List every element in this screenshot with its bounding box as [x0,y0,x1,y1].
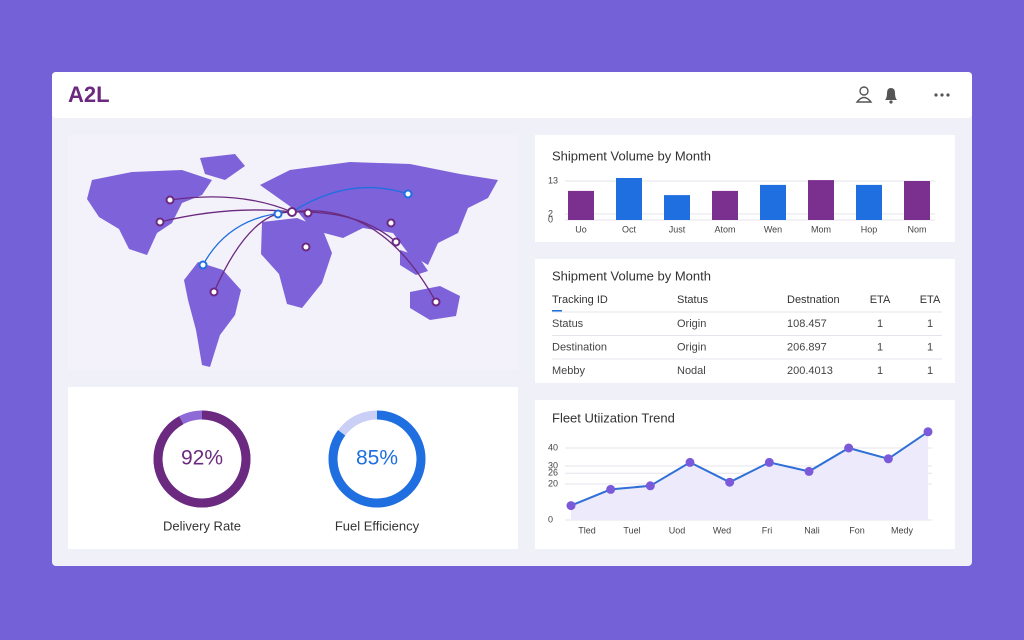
table-cell: Nodal [677,365,706,377]
donut-label: Fuel Efficiency [335,518,420,533]
bar [712,190,738,220]
point [844,443,854,453]
x-tick-label: Oct [622,224,637,234]
table-panel [535,259,955,383]
bar [808,180,834,220]
y-tick-label: 40 [548,442,558,452]
table-header: Destnation [787,294,840,306]
kpi-panel [68,387,518,549]
area [571,431,928,520]
table-cell: Mebby [552,365,586,377]
user-icon[interactable] [855,86,873,103]
header [52,72,972,118]
point [606,484,616,494]
x-tick-label: Tuel [623,525,640,535]
point [685,457,695,467]
y-tick-label: 30 [548,460,558,470]
point [645,481,655,491]
line-title: Fleet Utiization Trend [552,410,675,425]
table-cell: 1 [927,365,933,377]
more-icon[interactable] [934,93,950,97]
route-nodes [155,189,441,307]
x-tick-label: Mom [811,224,831,234]
point [923,427,933,437]
table-cell: 1 [877,341,883,353]
x-tick-label: Uod [669,525,686,535]
table-header: Tracking ID [552,294,608,306]
bar [616,178,642,220]
point [883,454,893,464]
table-cell: Status [552,318,584,330]
table-cell: Origin [677,318,706,330]
y-tick-label: 20 [548,478,558,488]
x-tick-label: Just [669,224,686,234]
bar [856,184,882,220]
x-tick-label: Tled [578,525,596,535]
table-cell: 206.897 [787,341,827,353]
x-tick-label: Hop [861,224,878,234]
y-tick-label: 2 [548,208,553,218]
bar [664,195,690,220]
bar [904,181,930,220]
table-header: Status [677,294,709,306]
donut-value: 92% [181,447,223,470]
x-tick-label: Fon [849,525,865,535]
bell-icon[interactable] [885,88,897,104]
logo: A2L [68,82,110,107]
x-tick-label: Wed [713,525,731,535]
x-tick-label: Wen [764,224,782,234]
x-tick-label: Medy [891,525,914,535]
x-tick-label: Uo [575,224,587,234]
donut-value: 85% [356,447,398,470]
donut-arc [153,410,251,508]
x-tick-label: Nom [907,224,926,234]
point [804,466,814,476]
table-cell: Destination [552,341,607,353]
y-tick-label: 0 [548,514,553,524]
table-cell: 108.457 [787,318,827,330]
table-title: Shipment Volume by Month [552,268,711,283]
bar-title: Shipment Volume by Month [552,148,711,163]
donut-arc [328,410,426,508]
donut-label: Delivery Rate [163,518,241,533]
point [725,477,735,487]
y-tick-label: 13 [548,175,558,185]
y-tick-label: 26 [548,468,558,478]
table-cell: 200.4013 [787,365,833,377]
point [764,457,774,467]
line [570,430,929,507]
world-map [87,154,498,367]
table-cell: 1 [877,365,883,377]
table-cell: 1 [927,318,933,330]
table-header: ETA [870,294,891,306]
table-cell: 1 [877,318,883,330]
x-tick-label: Atom [714,224,735,234]
x-tick-label: Nali [804,525,820,535]
bar [760,184,786,220]
bar-panel [535,135,955,242]
table-cell: 1 [927,341,933,353]
bar [568,190,594,220]
x-tick-label: Fri [762,525,773,535]
tab-indicator [552,310,562,312]
table-cell: Origin [677,341,706,353]
y-tick-label: 0 [548,214,553,224]
table-header: ETA [920,294,941,306]
point [566,501,576,511]
